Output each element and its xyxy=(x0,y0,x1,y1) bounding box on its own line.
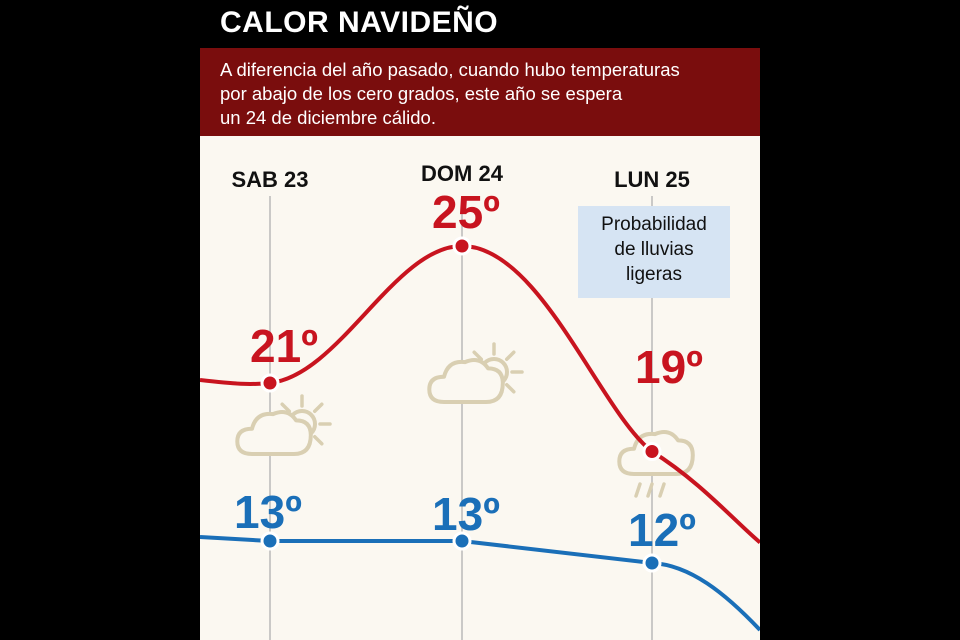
page-title: CALOR NAVIDEÑO xyxy=(220,6,499,39)
max-value-label: 25º xyxy=(432,186,500,238)
day-label: DOM 24 xyxy=(421,161,504,186)
day-label: LUN 25 xyxy=(614,167,690,192)
rain-cloud-icon xyxy=(617,430,695,498)
min-value-label: 13º xyxy=(432,488,500,540)
max-value-label: 21º xyxy=(250,320,318,372)
note-line-1: Probabilidad xyxy=(601,214,707,235)
max-point xyxy=(260,373,280,393)
partly-cloudy-icon xyxy=(235,394,332,456)
max-point xyxy=(452,236,472,256)
rain-probability-note: Probabilidad de lluvias ligeras xyxy=(578,206,730,298)
subtitle-line-2: por abajo de los cero grados, este año s… xyxy=(220,83,623,104)
partly-cloudy-icon xyxy=(427,342,524,404)
subtitle-banner: A diferencia del año pasado, cuando hubo… xyxy=(200,48,760,136)
day-label: SAB 23 xyxy=(231,167,308,192)
min-point xyxy=(642,553,662,573)
subtitle-line-1: A diferencia del año pasado, cuando hubo… xyxy=(220,59,680,80)
subtitle-line-3: un 24 de diciembre cálido. xyxy=(220,107,436,128)
max-point xyxy=(642,442,662,461)
note-line-3: ligeras xyxy=(626,264,682,285)
min-temperature-line xyxy=(200,535,760,632)
note-line-2: de lluvias xyxy=(614,239,694,260)
min-point xyxy=(452,531,472,551)
min-point xyxy=(260,531,280,551)
min-value-label: 12º xyxy=(628,504,696,556)
min-value-label: 13º xyxy=(234,486,302,538)
max-value-label: 19º xyxy=(635,341,703,393)
